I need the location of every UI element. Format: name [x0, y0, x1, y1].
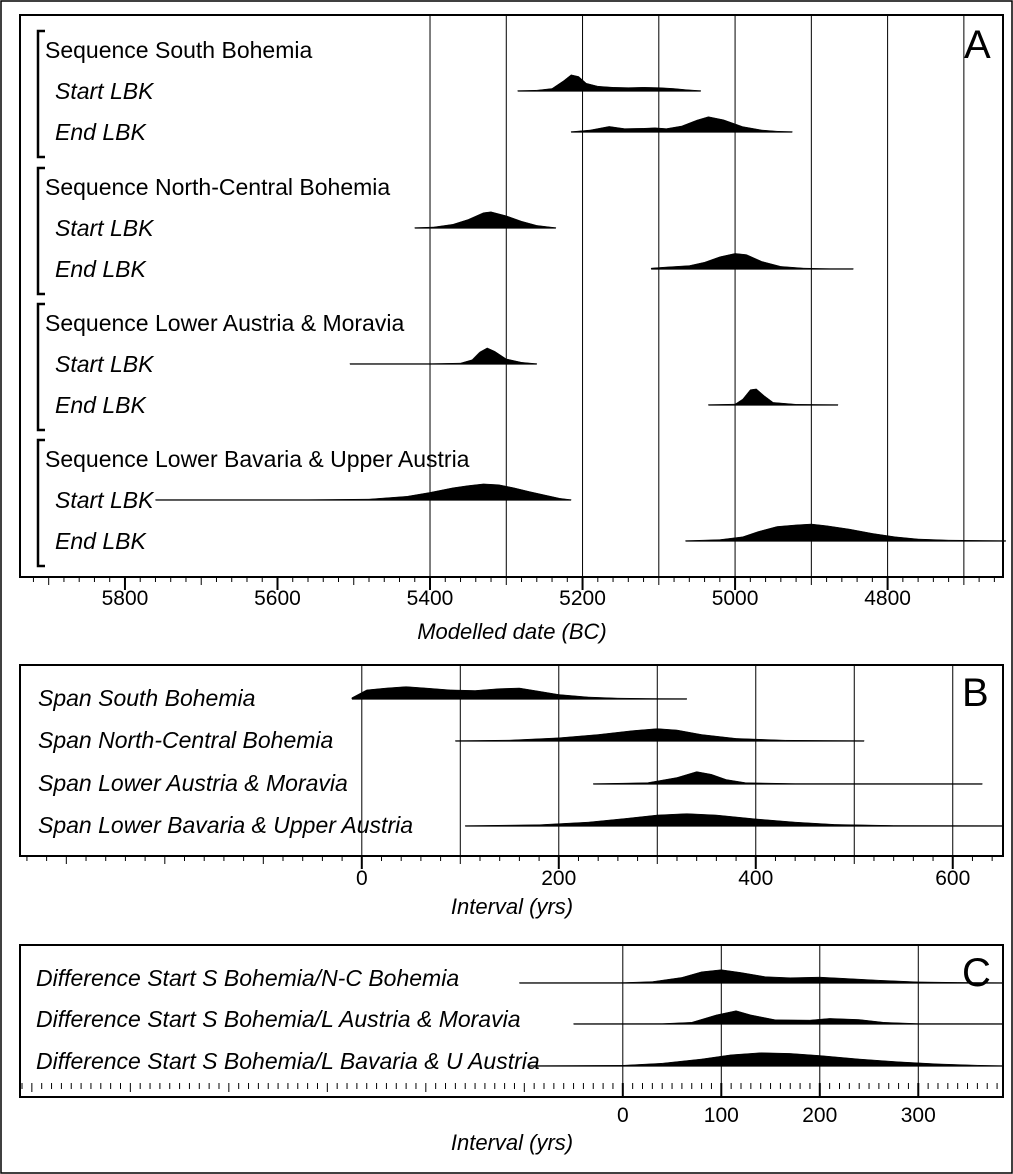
row-label-b-span-north-central-bohemia: Span North-Central Bohemia: [38, 727, 333, 753]
row-label-c-difference-start-s-bohemia-l-bavaria-u-austria: Difference Start S Bohemia/L Bavaria & U…: [36, 1048, 540, 1074]
b-span-south-bohemia-density: [351, 686, 688, 700]
panel-b-densities: [351, 686, 1003, 827]
panel-c-densities: [519, 969, 1003, 1067]
panel-c: Difference Start S Bohemia/N-C Bohemia Di…: [19, 944, 1004, 1155]
panel-a-gridlines: [429, 16, 965, 576]
b-span-lower-austria-moravia-density: [593, 771, 983, 785]
panel-a-xlabel: Modelled date (BC): [417, 619, 607, 644]
row-label-sequence-south-bohemia-end-lbk: End LBK: [55, 119, 147, 145]
panel-a-brackets: [36, 29, 45, 568]
c-difference-start-s-bohemia-l-bavaria-u-austria-density: [528, 1052, 1003, 1067]
panel-b: Span South Bohemia Span North-Central Boh…: [19, 664, 1004, 919]
sequence-lower-austria-moravia-start-lbk-density: [349, 347, 538, 365]
axis-b-tick-label-200: 200: [541, 867, 576, 890]
row-label-b-span-lower-bavaria-upper-austria: Span Lower Bavaria & Upper Austria: [38, 812, 413, 838]
panel-a-densities: [155, 74, 1007, 542]
bracket-sequence-lower-bavaria-upper-austria: [36, 438, 45, 568]
row-label-c-difference-start-s-bohemia-l-austria-moravia: Difference Start S Bohemia/L Austria & M…: [36, 1006, 521, 1032]
axis-a-tick-label-5400: 5400: [407, 587, 454, 610]
panel-b-letter: B: [962, 671, 989, 715]
panel-c-axis: 0 100 200 300: [21, 1083, 998, 1127]
axis-c-tick-label-200: 200: [802, 1104, 837, 1127]
panel-b-frame: [19, 664, 1004, 857]
axis-a-tick-label-5200: 5200: [559, 587, 606, 610]
sequence-lower-bavaria-upper-austria-end-lbk-density: [685, 523, 1007, 542]
panel-b-labels: Span South Bohemia Span North-Central Boh…: [38, 685, 413, 838]
c-difference-start-s-bohemia-n-c-bohemia-density: [519, 969, 1003, 984]
bracket-sequence-south-bohemia: [36, 29, 45, 159]
panel-c-labels: Difference Start S Bohemia/N-C Bohemia Di…: [36, 965, 540, 1074]
sequence-lower-bavaria-upper-austria-start-lbk-density: [155, 483, 572, 501]
bracket-sequence-lower-austria-moravia: [36, 302, 45, 432]
sequence-south-bohemia-end-lbk-density: [570, 116, 793, 133]
row-label-sequence-south-bohemia-start-lbk: Start LBK: [55, 78, 155, 104]
group-label-sequence-lower-austria-moravia: Sequence Lower Austria & Moravia: [45, 310, 404, 336]
panel-c-xlabel: Interval (yrs): [451, 1130, 573, 1155]
sequence-south-bohemia-start-lbk-density: [517, 74, 702, 92]
axis-b-tick-label-600: 600: [935, 867, 970, 890]
sequence-north-central-bohemia-end-lbk-density: [650, 253, 854, 270]
panel-a-frame: [19, 14, 1004, 578]
row-label-b-span-lower-austria-moravia: Span Lower Austria & Moravia: [38, 770, 348, 796]
row-label-sequence-lower-austria-moravia-start-lbk: Start LBK: [55, 351, 155, 377]
axis-b-tick-label-0: 0: [356, 867, 368, 890]
panel-a-axis: 5800 5600 5400 5200 5000 4800: [32, 576, 995, 610]
row-label-sequence-lower-bavaria-upper-austria-start-lbk: Start LBK: [55, 487, 155, 513]
row-label-b-span-south-bohemia: Span South Bohemia: [38, 685, 255, 711]
row-label-sequence-north-central-bohemia-start-lbk: Start LBK: [55, 215, 155, 241]
panel-a: Sequence South Bohemia Start LBK End LBK Se…: [19, 14, 1007, 644]
b-span-lower-bavaria-upper-austria-density: [464, 813, 1003, 827]
group-label-sequence-north-central-bohemia: Sequence North-Central Bohemia: [45, 174, 390, 200]
axis-c-tick-label-100: 100: [704, 1104, 739, 1127]
group-label-sequence-lower-bavaria-upper-austria: Sequence Lower Bavaria & Upper Austria: [45, 446, 470, 472]
b-span-north-central-bohemia-density: [455, 728, 865, 742]
panel-b-axis: 0 200 400 600: [26, 855, 993, 890]
panel-a-letter: A: [964, 23, 991, 67]
axis-a-tick-label-5800: 5800: [102, 587, 149, 610]
axis-a-tick-label-5000: 5000: [712, 587, 759, 610]
panel-c-frame: [19, 944, 1004, 1098]
axis-b-tick-label-400: 400: [738, 867, 773, 890]
axis-c-tick-label-300: 300: [901, 1104, 936, 1127]
sequence-lower-austria-moravia-end-lbk-density: [708, 388, 839, 406]
sequence-north-central-bohemia-start-lbk-density: [414, 211, 557, 229]
group-label-sequence-south-bohemia: Sequence South Bohemia: [45, 37, 312, 63]
panel-c-letter: C: [962, 951, 991, 995]
panel-a-labels: Sequence South Bohemia Start LBK End LBK Se…: [45, 37, 470, 554]
row-label-sequence-lower-bavaria-upper-austria-end-lbk: End LBK: [55, 528, 147, 554]
row-label-sequence-lower-austria-moravia-end-lbk: End LBK: [55, 392, 147, 418]
axis-c-tick-label-0: 0: [617, 1104, 629, 1127]
row-label-c-difference-start-s-bohemia-n-c-bohemia: Difference Start S Bohemia/N-C Bohemia: [36, 965, 459, 991]
row-label-sequence-north-central-bohemia-end-lbk: End LBK: [55, 256, 147, 282]
axis-a-tick-label-4800: 4800: [864, 587, 911, 610]
c-difference-start-s-bohemia-l-austria-moravia-density: [573, 1010, 1003, 1025]
bracket-sequence-north-central-bohemia: [36, 166, 45, 296]
axis-a-tick-label-5600: 5600: [254, 587, 301, 610]
panel-b-xlabel: Interval (yrs): [451, 894, 573, 919]
